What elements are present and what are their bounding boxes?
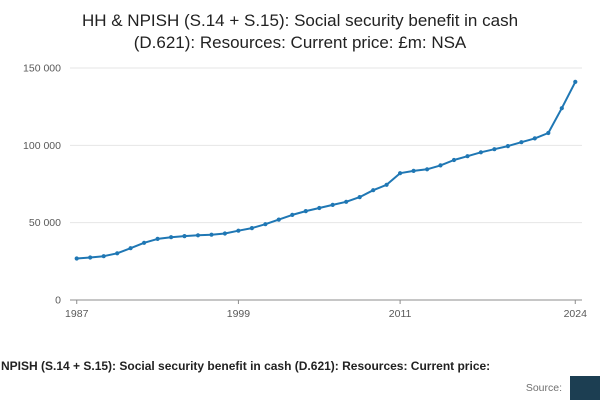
logo-badge [570,376,600,400]
svg-text:2024: 2024 [564,308,588,320]
svg-text:100 000: 100 000 [23,140,61,152]
source-label: Source: [525,382,562,394]
svg-text:1999: 1999 [227,308,251,320]
svg-text:50 000: 50 000 [29,217,61,229]
svg-text:0: 0 [55,295,61,307]
svg-text:1987: 1987 [65,308,89,320]
chart-title: HH & NPISH (S.14 + S.15): Social securit… [81,11,519,53]
footer-caption: NPISH (S.14 + S.15): Social security ben… [1,359,491,373]
line-chart: 0 50 000 100 000 150 000 1987 1999 2011 2024 [23,63,588,321]
source-row: Source: [0,376,600,400]
svg-text:2011: 2011 [389,308,412,320]
svg-text:150 000: 150 000 [23,63,61,75]
